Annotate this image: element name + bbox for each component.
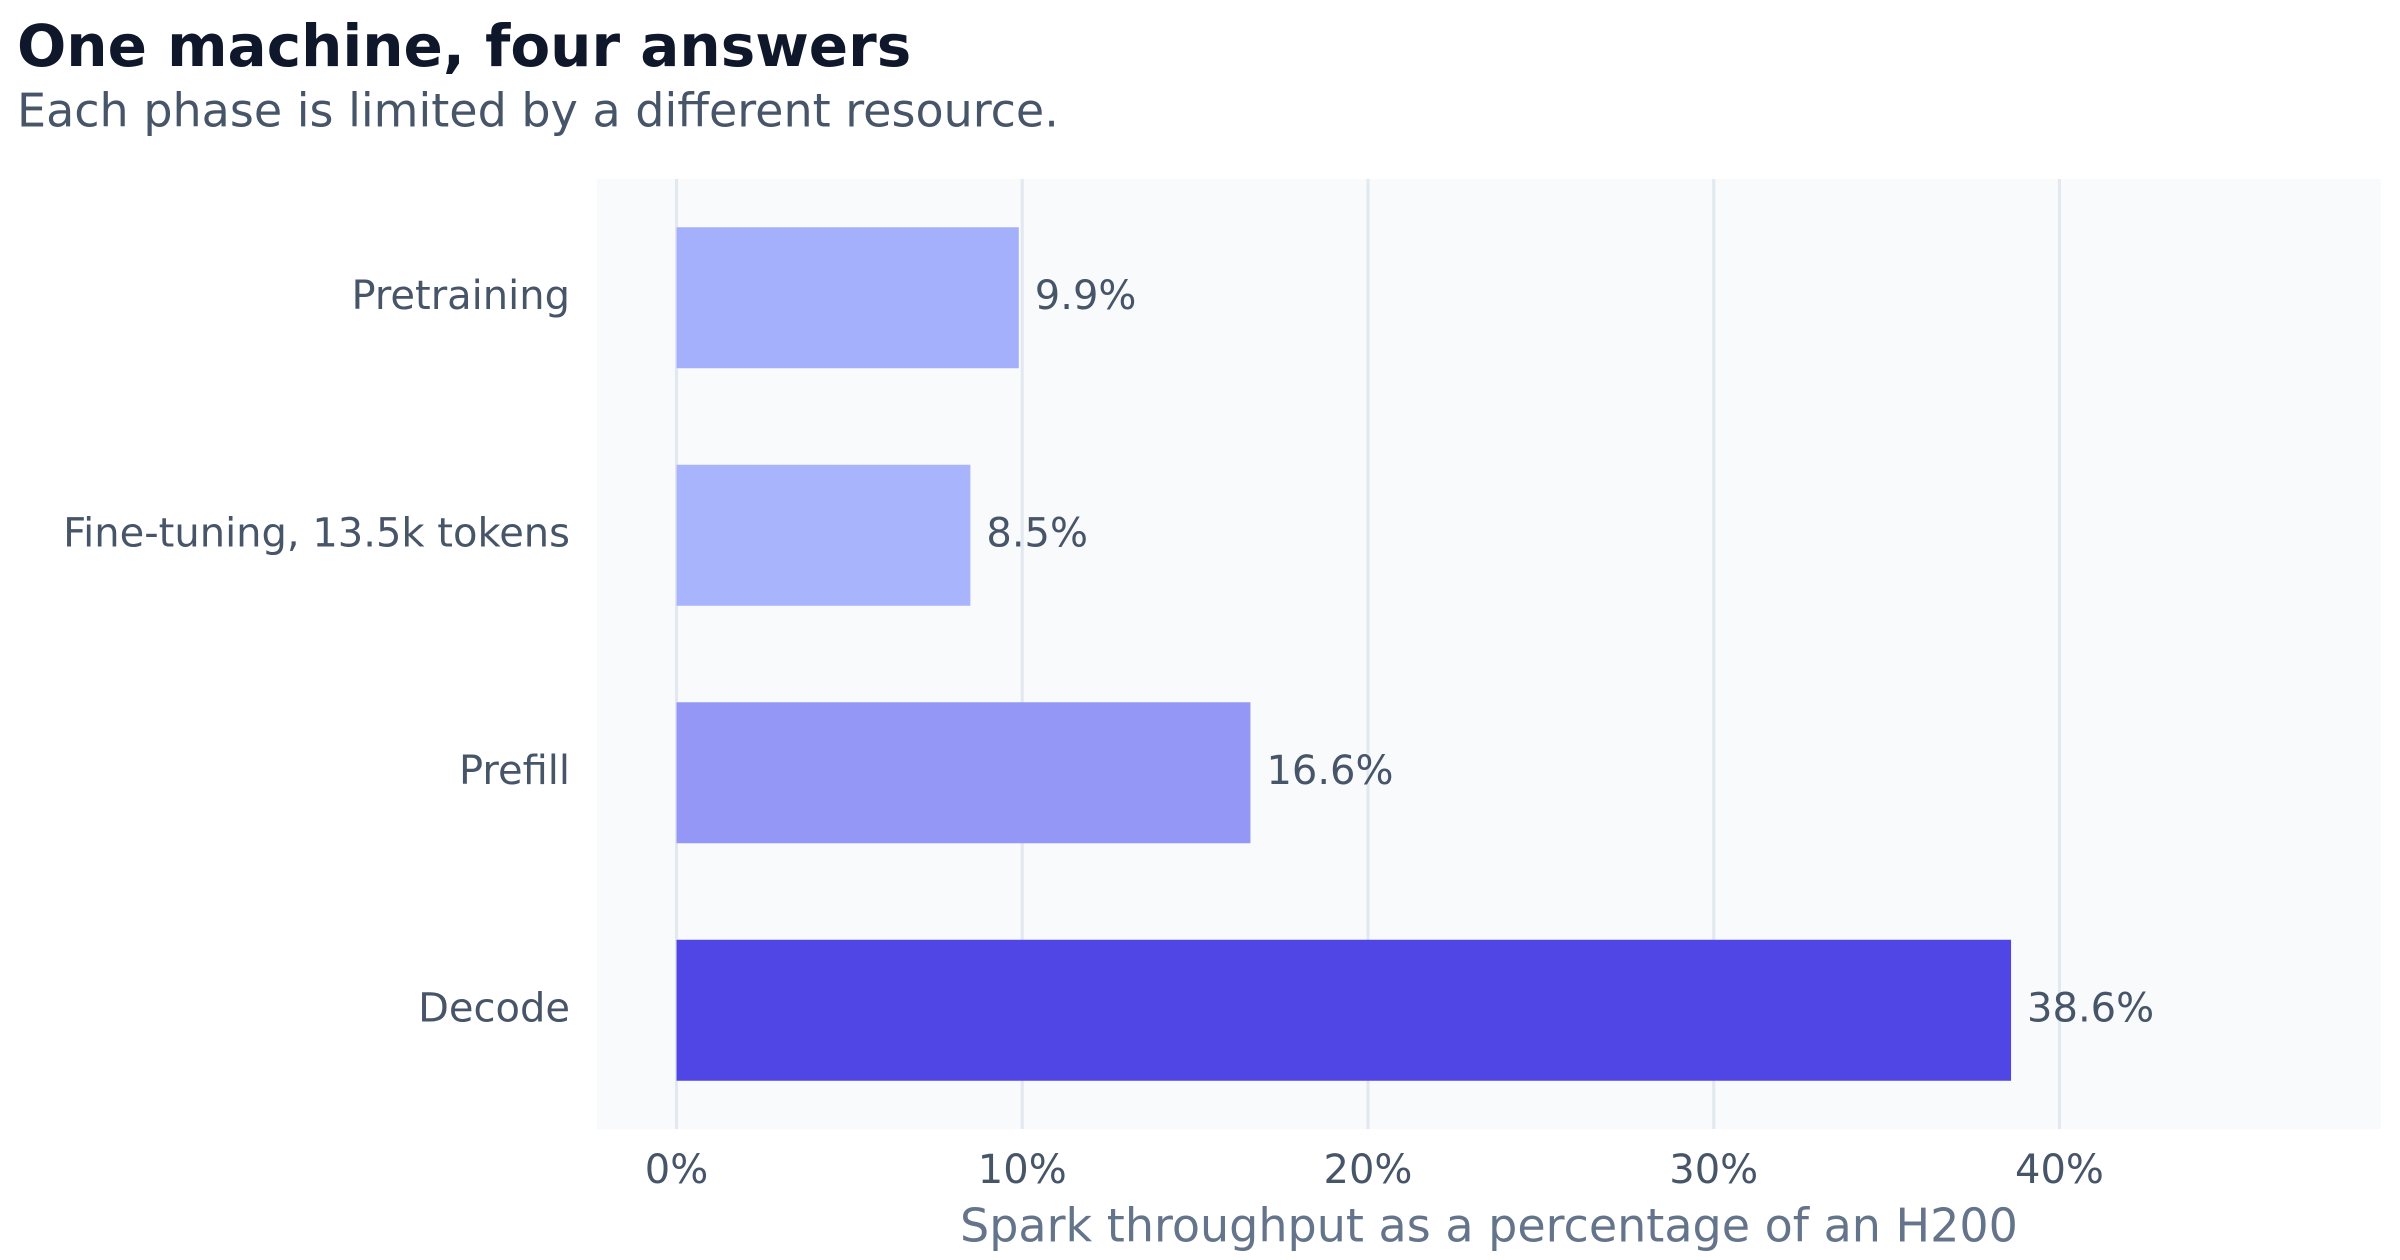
x-axis-label: Spark throughput as a percentage of an H… — [960, 1199, 2018, 1253]
chart-title: One machine, four answers — [17, 12, 911, 80]
y-tick-label: Fine-tuning, 13.5k tokens — [63, 510, 570, 556]
x-tick-label: 20% — [1324, 1147, 1413, 1193]
y-tick-label: Pretraining — [351, 273, 570, 319]
y-tick-label: Prefill — [459, 748, 570, 794]
value-label: 8.5% — [986, 510, 1088, 556]
bar — [676, 939, 2012, 1081]
bar — [676, 702, 1251, 844]
chart-subtitle: Each phase is limited by a different res… — [17, 84, 1059, 138]
value-label: 38.6% — [2027, 985, 2154, 1031]
bar — [676, 227, 1019, 369]
value-label: 16.6% — [1266, 748, 1393, 794]
x-tick-label: 0% — [645, 1147, 708, 1193]
value-label: 9.9% — [1035, 273, 1137, 319]
bar — [676, 464, 971, 606]
y-tick-label: Decode — [418, 985, 570, 1031]
x-tick-label: 10% — [978, 1147, 1067, 1193]
x-tick-label: 40% — [2015, 1147, 2104, 1193]
x-tick-label: 30% — [1669, 1147, 1758, 1193]
